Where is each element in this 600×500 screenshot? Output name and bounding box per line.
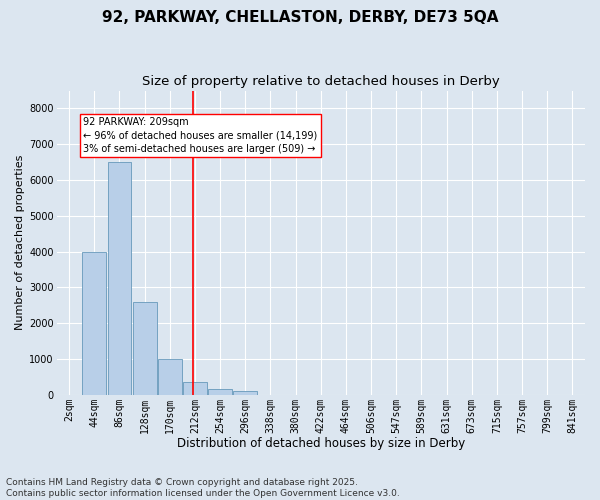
Bar <box>183 382 207 395</box>
Bar <box>107 162 131 395</box>
X-axis label: Distribution of detached houses by size in Derby: Distribution of detached houses by size … <box>176 437 465 450</box>
Bar <box>133 302 157 395</box>
Bar <box>82 252 106 395</box>
Title: Size of property relative to detached houses in Derby: Size of property relative to detached ho… <box>142 75 500 88</box>
Bar <box>158 359 182 395</box>
Text: Contains HM Land Registry data © Crown copyright and database right 2025.
Contai: Contains HM Land Registry data © Crown c… <box>6 478 400 498</box>
Text: 92 PARKWAY: 209sqm
← 96% of detached houses are smaller (14,199)
3% of semi-deta: 92 PARKWAY: 209sqm ← 96% of detached hou… <box>83 118 317 154</box>
Text: 92, PARKWAY, CHELLASTON, DERBY, DE73 5QA: 92, PARKWAY, CHELLASTON, DERBY, DE73 5QA <box>102 10 498 25</box>
Bar <box>233 391 257 395</box>
Y-axis label: Number of detached properties: Number of detached properties <box>15 155 25 330</box>
Bar <box>208 390 232 395</box>
